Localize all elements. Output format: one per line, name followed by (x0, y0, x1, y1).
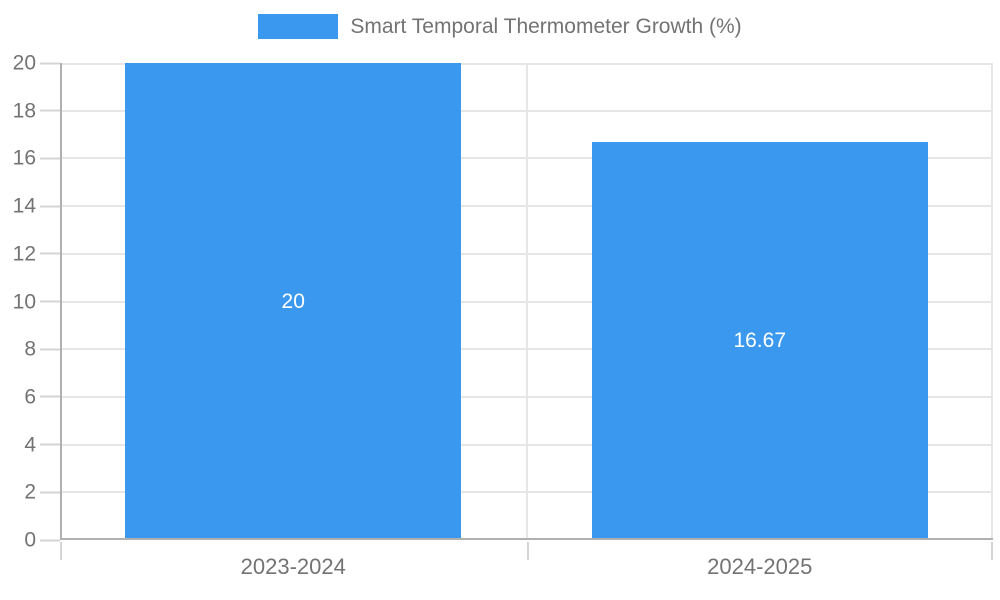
y-tick-label: 14 (12, 194, 36, 218)
x-axis: 2023-2024 2024-2025 (60, 542, 993, 592)
y-axis: 0 2 4 6 8 10 12 14 16 18 20 (0, 53, 60, 551)
y-tick-mark (40, 62, 60, 64)
y-axis-line (60, 63, 62, 540)
y-tick-mark (40, 395, 60, 398)
y-tick-label: 2 (24, 480, 36, 504)
y-tick-mark (40, 300, 60, 303)
legend: Smart Temporal Thermometer Growth (%) (0, 14, 1000, 39)
y-tick-mark (40, 539, 60, 541)
y-tick-mark (40, 157, 60, 160)
y-tick-row: 18 (13, 100, 60, 121)
y-tick-label: 0 (24, 528, 36, 552)
y-tick-row: 12 (13, 243, 60, 264)
y-tick-label: 6 (24, 385, 36, 409)
y-tick-row: 6 (24, 386, 60, 407)
y-tick-mark (40, 348, 60, 351)
y-tick-label: 20 (12, 51, 36, 75)
grid-layer (60, 63, 993, 540)
bar-layer: 20 16.67 (60, 63, 993, 540)
legend-label: Smart Temporal Thermometer Growth (%) (350, 14, 742, 38)
x-tick-mark (526, 542, 529, 560)
y-tick-label: 4 (24, 433, 36, 457)
y-tick-row: 0 (24, 530, 60, 551)
y-tick-row: 2 (24, 482, 60, 503)
x-tick-label: 2023-2024 (240, 554, 346, 579)
x-tick-mark (991, 542, 993, 560)
y-tick-label: 12 (12, 242, 36, 266)
x-tick-label: 2024-2025 (707, 554, 813, 579)
gridline-v (525, 63, 528, 540)
y-tick-row: 14 (13, 196, 60, 217)
bar[interactable]: 16.67 (591, 142, 928, 540)
y-tick-row: 8 (24, 339, 60, 360)
plot-right-border (991, 63, 993, 540)
x-axis-line (60, 538, 993, 540)
y-tick-label: 18 (12, 99, 36, 123)
y-tick-mark (40, 205, 60, 208)
y-tick-mark (40, 252, 60, 255)
y-tick-row: 4 (24, 434, 60, 455)
plot-area: 20 16.67 (60, 63, 993, 540)
y-tick-mark (40, 443, 60, 446)
bar[interactable]: 20 (125, 63, 462, 540)
y-tick-mark (40, 491, 60, 494)
y-tick-label: 16 (12, 146, 36, 170)
y-tick-row: 10 (13, 291, 60, 312)
legend-swatch (258, 14, 339, 39)
y-tick-row: 20 (13, 53, 60, 74)
legend-item[interactable]: Smart Temporal Thermometer Growth (%) (258, 14, 742, 39)
y-tick-row: 16 (13, 148, 60, 169)
x-tick-mark (60, 542, 62, 560)
y-tick-label: 8 (24, 337, 36, 361)
y-tick-label: 10 (12, 290, 36, 313)
bar-value-label: 20 (281, 289, 305, 313)
y-tick-mark (40, 109, 60, 112)
bar-value-label: 16.67 (733, 329, 787, 353)
